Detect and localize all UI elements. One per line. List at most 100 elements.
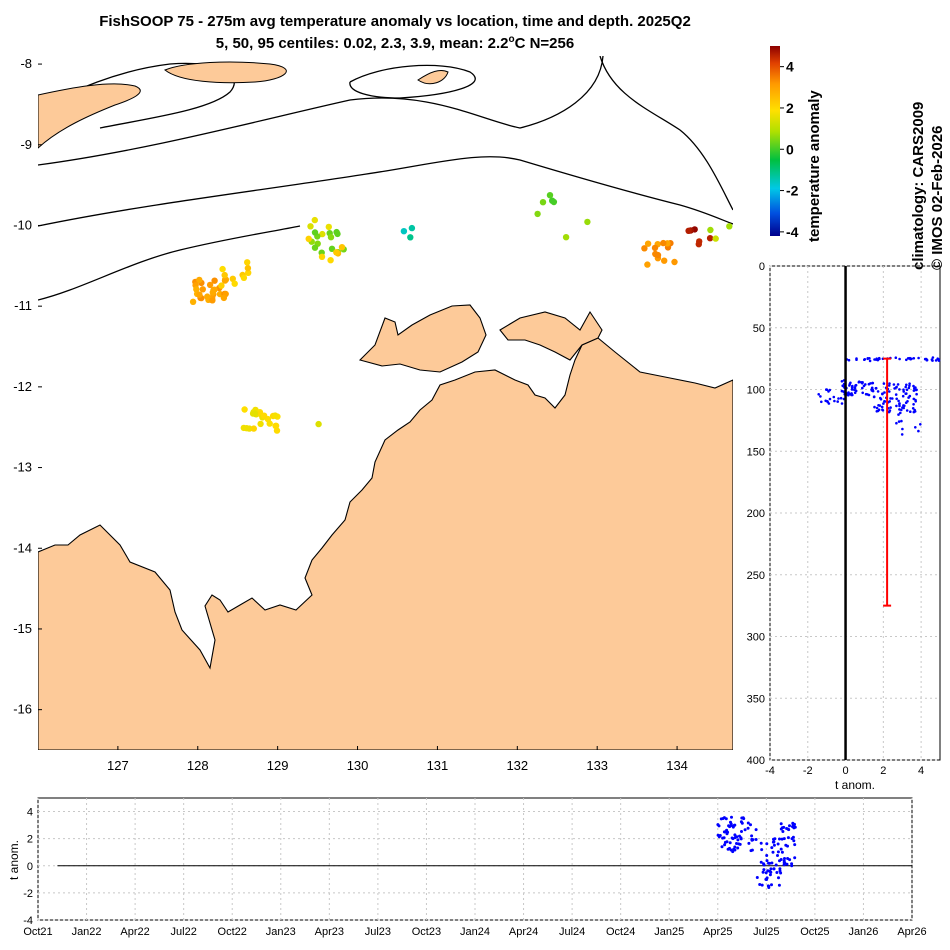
ts-point-group <box>755 837 783 889</box>
profile-y-tick-label: 50 <box>753 323 765 335</box>
profile-y-tick-label: 400 <box>747 755 765 767</box>
map-point <box>685 227 692 234</box>
profile-point <box>883 400 887 403</box>
ts-point <box>754 828 758 832</box>
map-point <box>695 241 702 248</box>
ts-point-group <box>779 821 797 868</box>
ts-point <box>793 843 797 847</box>
profile-point <box>897 420 901 423</box>
profile-point <box>900 419 903 423</box>
ts-point <box>717 835 721 839</box>
profile-point <box>817 393 820 396</box>
ts-point <box>722 836 726 840</box>
profile-point <box>901 394 905 398</box>
profile-point <box>908 394 912 398</box>
ts-point <box>782 859 786 863</box>
ts-point <box>722 830 726 834</box>
ts-point <box>776 854 779 857</box>
profile-y-tick-label: 100 <box>747 385 765 397</box>
profile-point <box>862 384 866 388</box>
profile-mean-depth-bar <box>883 357 892 607</box>
subtitle-count: C N=256 <box>514 35 575 52</box>
ts-point <box>759 841 763 845</box>
map-point-cluster <box>307 216 332 238</box>
ts-x-tick-label: Apr23 <box>315 926 344 938</box>
map-point <box>211 277 218 284</box>
map-point <box>546 192 554 199</box>
map-panel: 127 128 129 130 131 132 133 134 -8 -9 -10 -11 -12 -13… <box>13 56 733 773</box>
profile-x-tick-label: 4 <box>918 765 924 777</box>
ts-point <box>725 828 729 832</box>
map-point <box>712 235 719 242</box>
profile-point <box>888 390 891 393</box>
map-point <box>644 261 651 268</box>
ts-point <box>762 862 765 866</box>
profile-point <box>912 397 916 401</box>
profile-point <box>888 400 891 403</box>
ts-point <box>772 867 776 871</box>
map-point <box>204 293 211 300</box>
profile-y-tick-label: 350 <box>747 693 765 705</box>
map-x-tick-label: 131 <box>427 758 449 773</box>
profile-point <box>905 392 908 395</box>
ts-point <box>765 859 769 863</box>
map-point <box>193 286 200 293</box>
profile-point <box>898 404 901 408</box>
ts-point <box>739 837 743 841</box>
ts-point <box>783 857 786 860</box>
chart-subtitle: 5, 50, 95 centiles: 0.02, 2.3, 3.9, mean… <box>0 34 790 52</box>
ts-point <box>735 842 738 845</box>
ts-x-tick-label: Apr24 <box>509 926 538 938</box>
map-point <box>260 412 268 419</box>
profile-point <box>919 423 922 426</box>
ts-y-tick-label: 2 <box>27 834 33 846</box>
profile-point <box>870 387 874 390</box>
ts-point <box>779 858 783 861</box>
profile-point <box>887 384 891 387</box>
ts-point <box>770 846 774 850</box>
map-point <box>311 216 318 224</box>
map-point <box>266 420 273 427</box>
map-point-cluster <box>685 226 714 248</box>
map-point <box>338 244 346 251</box>
profile-point <box>889 406 892 409</box>
map-point <box>219 265 226 273</box>
profile-point <box>898 357 901 361</box>
profile-point <box>909 410 912 414</box>
ts-x-tick-label: Oct24 <box>606 926 635 938</box>
map-point <box>318 253 326 260</box>
ts-point <box>766 869 770 873</box>
profile-point <box>897 413 900 416</box>
map-point <box>660 239 667 247</box>
map-point <box>319 230 326 238</box>
profile-point <box>878 404 882 407</box>
ts-point <box>767 884 771 888</box>
ts-point <box>733 833 737 837</box>
profile-point <box>855 357 858 360</box>
ts-point <box>769 867 773 871</box>
ts-point <box>772 837 775 841</box>
profile-point <box>934 359 938 362</box>
ts-point <box>740 830 743 833</box>
ts-x-tick-label: Jul23 <box>365 926 391 938</box>
ts-point <box>765 878 769 881</box>
profile-point <box>897 399 900 403</box>
ts-point <box>765 854 769 857</box>
ts-point <box>720 845 724 849</box>
ts-point <box>786 827 790 831</box>
profile-point <box>846 392 849 395</box>
profile-point <box>882 382 886 385</box>
map-point-cluster <box>315 420 322 428</box>
profile-point <box>913 408 916 412</box>
profile-point <box>873 405 876 409</box>
ts-point <box>768 873 772 877</box>
ts-point <box>731 850 735 854</box>
profile-point <box>896 383 900 386</box>
depth-profile-xlabel: t anom. <box>835 778 875 792</box>
profile-point <box>914 426 917 429</box>
ts-point <box>775 871 779 874</box>
time-series-panel: Oct21 Jan22 Apr22 Jul22 Oct22 Jan23 Apr23 Jul23… <box>7 797 927 938</box>
map-x-tick-label: 129 <box>267 758 289 773</box>
profile-point-group <box>840 379 875 397</box>
